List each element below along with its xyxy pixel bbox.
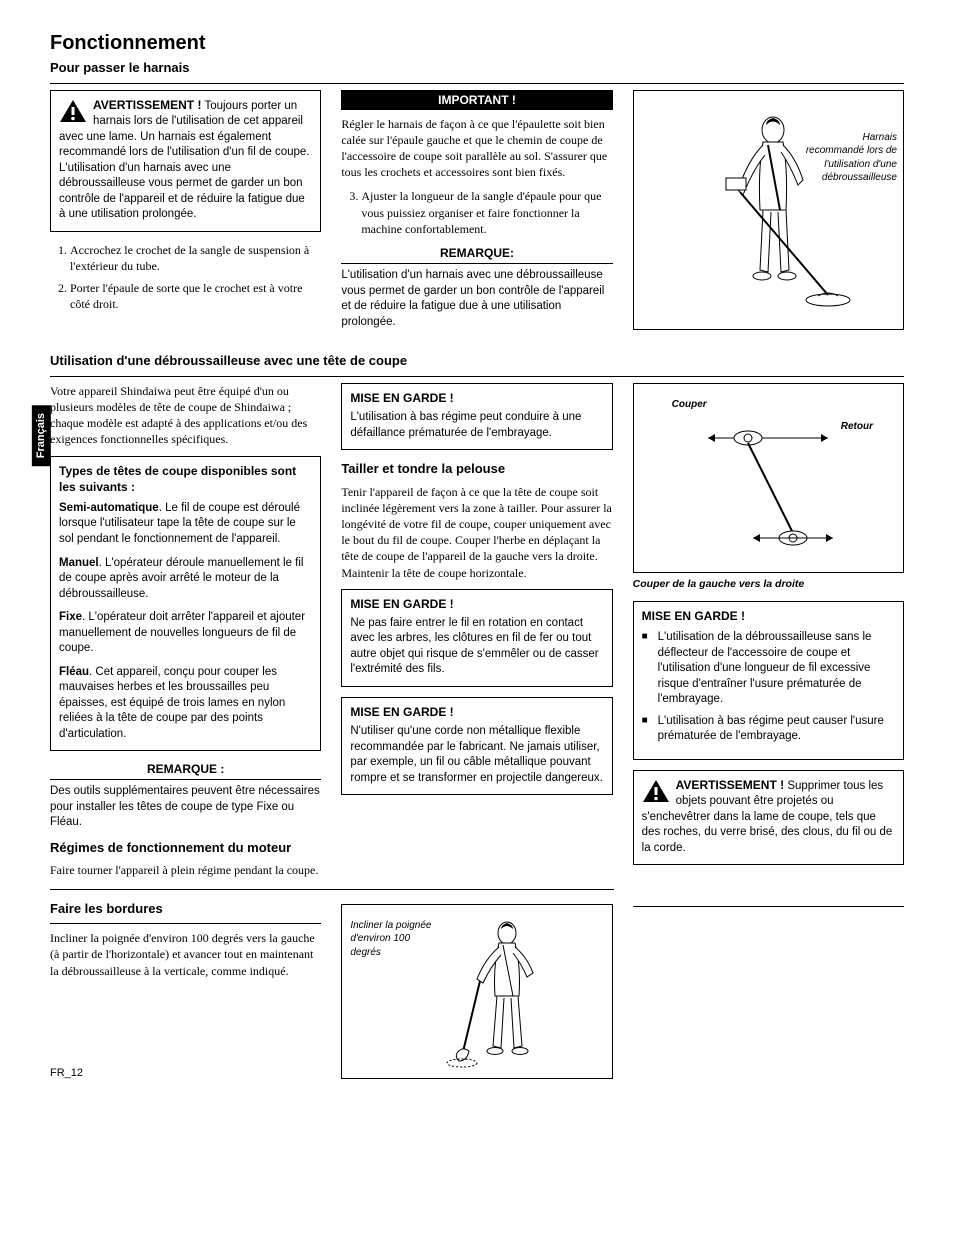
- caution-text: Ne pas faire entrer le fil en rotation e…: [350, 617, 598, 676]
- subsection-heading: Régimes de fonctionnement du moteur: [50, 839, 321, 857]
- caution-title: MISE EN GARDE !: [642, 608, 895, 624]
- type-label: Fixe: [59, 611, 82, 623]
- warning-box: AVERTISSEMENT ! Supprimer tous les objet…: [633, 770, 904, 866]
- language-tab: Français: [32, 405, 51, 466]
- body-text: Tenir l'appareil de façon à ce que la tê…: [341, 484, 612, 581]
- warning-text: Toujours porter un harnais lors de l'uti…: [59, 100, 310, 221]
- illustration-label: Harnais recommandé lors de l'utilisation…: [802, 131, 897, 185]
- caution-box: MISE EN GARDE ! N'utiliser qu'une corde …: [341, 697, 612, 795]
- illustration-label: Incliner la poignée d'environ 100 degrés: [350, 919, 435, 960]
- divider: [50, 376, 904, 377]
- remarque-text: Des outils supplémentaires peuvent être …: [50, 784, 321, 831]
- divider: [50, 889, 614, 890]
- illustration-label: Couper: [672, 398, 707, 412]
- important-banner: IMPORTANT !: [341, 90, 612, 110]
- warning-title: AVERTISSEMENT !: [676, 778, 784, 792]
- caution-box: MISE EN GARDE ! L'utilisation de la débr…: [633, 601, 904, 760]
- section-subtitle: Pour passer le harnais: [50, 59, 904, 77]
- page-title: Fonctionnement: [50, 30, 904, 57]
- section-heading: Faire les bordures: [50, 900, 321, 918]
- types-title: Types de têtes de coupe disponibles sont…: [59, 463, 312, 495]
- step-item: Porter l'épaule de sorte que le crochet …: [70, 280, 321, 312]
- divider: [50, 83, 904, 84]
- caution-bullet: L'utilisation à bas régime peut causer l…: [642, 714, 895, 745]
- caution-box: MISE EN GARDE ! L'utilisation à bas régi…: [341, 383, 612, 450]
- caution-box: MISE EN GARDE ! Ne pas faire entrer le f…: [341, 589, 612, 687]
- caution-title: MISE EN GARDE !: [350, 390, 603, 406]
- cutting-direction-illustration: Couper Retour: [633, 383, 904, 573]
- body-text: Faire tourner l'appareil à plein régime …: [50, 862, 321, 878]
- type-desc: . Cet appareil, conçu pour couper les ma…: [59, 666, 285, 740]
- warning-icon: [642, 779, 670, 803]
- important-text: Régler le harnais de façon à ce que l'ép…: [341, 116, 612, 181]
- type-label: Manuel: [59, 557, 99, 569]
- divider: [633, 906, 904, 907]
- warning-icon: [59, 99, 87, 123]
- caution-bullet: L'utilisation de la débroussailleuse san…: [642, 630, 895, 708]
- type-label: Fléau: [59, 666, 89, 678]
- type-desc: . L'opérateur doit arrêter l'appareil et…: [59, 611, 305, 654]
- step-item: Accrochez le crochet de la sangle de sus…: [70, 242, 321, 274]
- types-box: Types de têtes de coupe disponibles sont…: [50, 456, 321, 752]
- section-heading: Utilisation d'une débroussailleuse avec …: [50, 352, 904, 370]
- edging-illustration: Incliner la poignée d'environ 100 degrés: [341, 904, 612, 1079]
- page-footer: FR_12: [50, 1066, 83, 1081]
- caution-title: MISE EN GARDE !: [350, 596, 603, 612]
- type-label: Semi-automatique: [59, 502, 159, 514]
- body-text: Incliner la poignée d'environ 100 degrés…: [50, 930, 321, 979]
- intro-text: Votre appareil Shindaiwa peut être équip…: [50, 383, 321, 448]
- step-item: Ajuster la longueur de la sangle d'épaul…: [361, 188, 612, 237]
- warning-title: AVERTISSEMENT !: [93, 98, 201, 112]
- caution-text: L'utilisation à bas régime peut conduire…: [350, 411, 581, 439]
- illustration-caption: Couper de la gauche vers la droite: [633, 577, 904, 591]
- warning-box: AVERTISSEMENT ! Toujours porter un harna…: [50, 90, 321, 232]
- subsection-heading: Tailler et tondre la pelouse: [341, 460, 612, 478]
- caution-title: MISE EN GARDE !: [350, 704, 603, 720]
- divider: [50, 923, 321, 924]
- remarque-banner: REMARQUE:: [341, 245, 612, 264]
- illustration-label: Retour: [841, 420, 873, 434]
- caution-text: N'utiliser qu'une corde non métallique f…: [350, 725, 602, 784]
- harness-illustration: Harnais recommandé lors de l'utilisation…: [633, 90, 904, 330]
- remarque-banner: REMARQUE :: [50, 761, 321, 780]
- remarque-text: L'utilisation d'un harnais avec une débr…: [341, 268, 612, 330]
